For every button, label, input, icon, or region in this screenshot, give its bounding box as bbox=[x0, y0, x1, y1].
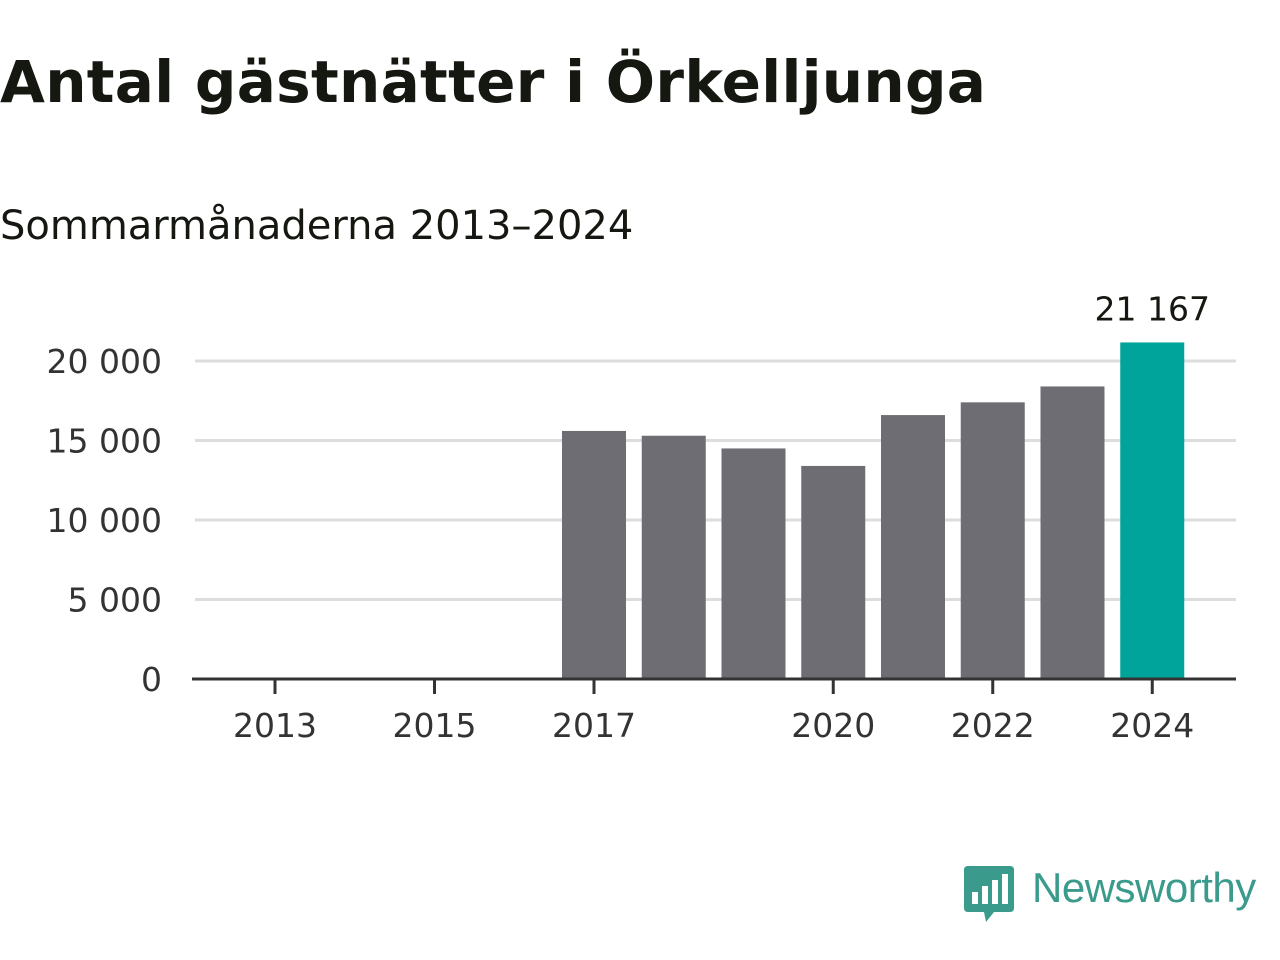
chart-title: Antal gästnätter i Örkelljunga bbox=[0, 48, 987, 116]
y-tick-label: 10 000 bbox=[47, 501, 162, 540]
data-labels: 21 167 bbox=[1095, 289, 1210, 328]
bar-2018 bbox=[641, 435, 706, 679]
x-tick-label: 2020 bbox=[791, 706, 875, 745]
y-tick-label: 20 000 bbox=[47, 342, 162, 381]
x-tick-label: 2013 bbox=[233, 706, 317, 745]
bar-2022 bbox=[960, 402, 1025, 679]
y-axis-labels: 0 5 000 10 000 15 000 20 000 bbox=[47, 342, 162, 699]
bars bbox=[562, 342, 1185, 679]
bar-chart: 2013 2015 2017 2020 2022 2024 0 5 000 10 000 15 … bbox=[47, 289, 1236, 745]
bar-2021 bbox=[881, 415, 945, 679]
brand-name: Newsworthy bbox=[1032, 864, 1256, 911]
x-tick-label: 2022 bbox=[951, 706, 1035, 745]
bar-2024 bbox=[1120, 342, 1185, 679]
y-tick-label: 5 000 bbox=[68, 581, 162, 620]
x-tick-label: 2015 bbox=[393, 706, 477, 745]
y-tick-label: 0 bbox=[141, 660, 162, 699]
bar-2017 bbox=[562, 430, 626, 679]
x-tick-label: 2017 bbox=[552, 706, 636, 745]
newsworthy-brand: Newsworthy bbox=[964, 864, 1274, 926]
x-axis: 2013 2015 2017 2020 2022 2024 bbox=[192, 677, 1236, 745]
data-label-2024: 21 167 bbox=[1095, 289, 1210, 328]
x-tick-label: 2024 bbox=[1110, 706, 1194, 745]
newsworthy-logo-icon bbox=[964, 866, 1014, 922]
bar-2023 bbox=[1040, 386, 1105, 679]
y-tick-label: 15 000 bbox=[47, 422, 162, 461]
bar-2019 bbox=[721, 448, 786, 679]
bar-2020 bbox=[801, 465, 866, 679]
chart-subtitle: Sommarmånaderna 2013–2024 bbox=[0, 203, 634, 249]
